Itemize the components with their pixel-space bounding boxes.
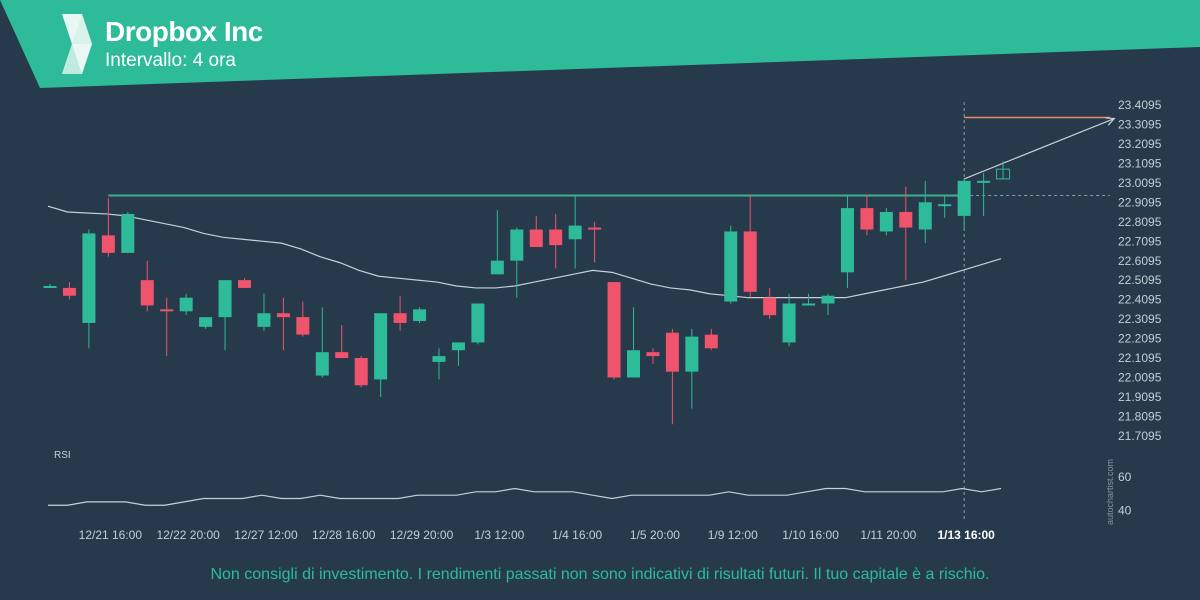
x-tick-label: 1/9 12:00: [708, 528, 758, 542]
y-tick-label: 22.4095: [1118, 293, 1162, 307]
candle-body: [588, 227, 602, 230]
x-tick-label: 12/21 16:00: [79, 528, 143, 542]
y-tick-label: 22.2095: [1118, 332, 1162, 346]
rsi-label: RSI: [54, 450, 71, 461]
y-tick-label: 21.9095: [1118, 390, 1162, 404]
candle-body: [432, 356, 446, 362]
candle-body: [179, 297, 193, 312]
y-tick-label: 23.4095: [1118, 98, 1162, 112]
candle-body: [860, 208, 874, 230]
candle-body: [62, 287, 76, 296]
banner-shape: [0, 0, 1200, 88]
candle-body: [413, 309, 427, 322]
banner: [0, 0, 1200, 88]
candle-body: [918, 202, 932, 230]
y-tick-label: 23.0095: [1118, 176, 1162, 190]
projection-arrow-line: [963, 117, 1115, 180]
candle-body: [160, 309, 174, 312]
candle-body: [354, 358, 368, 386]
candle-body: [296, 317, 310, 335]
candle-body: [510, 229, 524, 261]
rsi-tick-label: 40: [1118, 503, 1132, 517]
x-tick-label: 12/29 20:00: [390, 528, 454, 542]
candle-body: [763, 297, 777, 316]
y-tick-label: 23.1095: [1118, 156, 1162, 170]
x-tick-label: 1/3 12:00: [474, 528, 524, 542]
candle-body: [665, 332, 679, 372]
candle-body: [840, 208, 854, 273]
candle-body: [393, 313, 407, 323]
y-tick-label: 21.7095: [1118, 429, 1162, 443]
x-tick-label-current: 1/13 16:00: [937, 528, 995, 542]
price-chart[interactable]: 23.4095 23.3095 23.2095 23.1095 23.0095 22.90…: [0, 0, 1200, 560]
disclaimer: Non consigli di investimento. I rendimen…: [210, 566, 990, 583]
candle-body: [977, 180, 991, 183]
y-tick-label: 23.2095: [1118, 137, 1162, 151]
y-tick-label: 22.3095: [1118, 312, 1162, 326]
y-tick-label: 22.9095: [1118, 195, 1162, 209]
candle-body: [743, 231, 757, 292]
y-tick-label: 22.5095: [1118, 273, 1162, 287]
interval-label: Intervallo: 4 ora: [105, 50, 236, 71]
candle-body: [879, 211, 893, 232]
candle-body: [101, 235, 115, 253]
candle-body: [43, 285, 57, 288]
candle-body: [821, 295, 835, 304]
candle-body: [276, 313, 290, 318]
candle-body: [199, 317, 213, 327]
candle-body: [782, 303, 796, 343]
candle-body: [607, 282, 621, 378]
candle-body: [257, 313, 271, 327]
y-tick-label: 22.1095: [1118, 351, 1162, 365]
candle-body: [238, 280, 251, 288]
candle-body: [996, 168, 1011, 180]
y-tick-label: 22.8095: [1118, 215, 1162, 229]
candle-body: [646, 352, 660, 357]
candle-body: [374, 313, 388, 380]
y-tick-label: 23.3095: [1118, 117, 1162, 131]
candle-body: [121, 213, 135, 253]
x-tick-label: 1/4 16:00: [552, 528, 602, 542]
y-tick-label: 22.0095: [1118, 371, 1162, 385]
candle-body: [549, 229, 563, 246]
watermark: autochartist.com: [1105, 458, 1115, 525]
candle-body: [529, 229, 543, 248]
x-tick-label: 12/28 16:00: [312, 528, 376, 542]
candle-body: [938, 204, 952, 207]
x-tick-label: 1/11 20:00: [860, 528, 916, 542]
projection-arrow-head: [1105, 117, 1116, 126]
candle-body: [490, 260, 504, 275]
candle-body: [218, 280, 232, 318]
candle-body: [140, 280, 154, 306]
candle-body: [899, 211, 913, 228]
y-tick-label: 21.8095: [1118, 410, 1162, 424]
candle-body: [568, 225, 582, 240]
x-tick-label: 1/5 20:00: [630, 528, 680, 542]
x-tick-label: 1/10 16:00: [782, 528, 839, 542]
y-tick-label: 22.6095: [1118, 254, 1162, 268]
page-title: Dropbox Inc: [105, 16, 263, 47]
candle-body: [704, 334, 718, 349]
x-tick-label: 12/27 12:00: [234, 528, 298, 542]
y-tick-label: 22.7095: [1118, 234, 1162, 248]
candle-body: [802, 303, 816, 306]
candle-body: [957, 180, 971, 216]
logo-icon: [62, 14, 92, 74]
rsi-tick-label: 60: [1118, 470, 1132, 484]
candle-body: [471, 303, 485, 343]
rsi-line: [48, 487, 1002, 506]
candle-body: [724, 231, 738, 302]
candle-body: [335, 352, 349, 359]
candle-body: [315, 352, 329, 376]
x-tick-label: 12/22 20:00: [156, 528, 220, 542]
candle-body: [627, 350, 640, 378]
candle-body: [451, 342, 465, 351]
candle-body: [685, 336, 699, 372]
candle-body: [82, 233, 96, 323]
moving-average-line: [47, 205, 1002, 299]
